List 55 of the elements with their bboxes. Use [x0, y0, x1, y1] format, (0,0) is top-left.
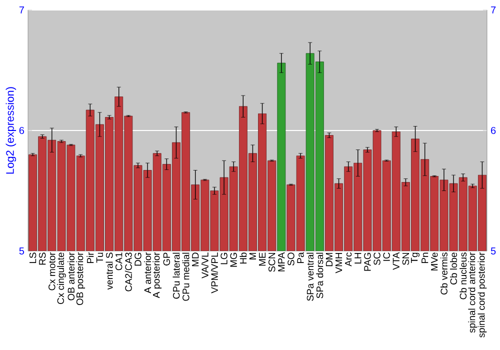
- x-tick-label: Cx motor: [48, 252, 56, 290]
- x-tick-label: Cb vermis: [440, 252, 448, 294]
- x-tick-label: OB posterior: [76, 252, 86, 306]
- y-axis-title: Log2 (expression): [6, 87, 16, 174]
- y2-tick-label: 5: [490, 247, 496, 254]
- x-tick-label: Tg: [411, 252, 420, 264]
- x-tick-label: GP: [163, 252, 170, 266]
- x-tick-label: SO: [288, 252, 294, 266]
- x-tick-label: Cx cingulate: [57, 252, 66, 304]
- x-tick-label: CA2/CA3: [124, 252, 132, 292]
- x-tick-label: SC: [374, 252, 380, 265]
- x-tick-label: A anterior: [144, 252, 152, 294]
- x-tick-label: SPa ventral: [306, 252, 314, 301]
- y2-tick-label: 7: [491, 6, 496, 14]
- x-tick-label: Arc: [345, 252, 352, 266]
- x-tick-label: VPM/VPL: [210, 252, 218, 294]
- x-tick-label: Cb lobe: [450, 252, 458, 284]
- x-tick-label: M: [249, 252, 256, 260]
- x-tick-label: VTA: [392, 252, 400, 270]
- x-tick-label: IC: [383, 252, 390, 261]
- x-tick-label: DG: [134, 252, 142, 266]
- x-tick-label: LS: [29, 252, 36, 264]
- x-tick-label: LH: [354, 252, 362, 264]
- x-tick-label: spinal cord posterior: [478, 252, 487, 338]
- x-tick-label: VA/VL: [201, 252, 208, 278]
- x-tick-label: LG: [220, 252, 228, 264]
- x-tick-label: MPA: [278, 252, 285, 272]
- x-tick-label: Pir: [86, 252, 94, 264]
- x-tick-label: SCN: [268, 252, 276, 272]
- x-tick-label: A posterior: [152, 252, 162, 298]
- x-tick-label: CA1: [115, 252, 122, 270]
- y-tick-label: 5: [19, 247, 24, 254]
- x-tick-label: MD: [192, 252, 199, 266]
- x-tick-label: SN: [402, 252, 410, 265]
- x-tick-label: CPu medial: [182, 252, 190, 301]
- y2-tick-label: 6: [491, 126, 496, 134]
- x-tick-label: Hb: [240, 252, 247, 264]
- x-tick-label: PAG: [364, 252, 371, 271]
- y-tick-label: 7: [19, 6, 24, 14]
- x-tick-label: Pa: [297, 252, 304, 264]
- x-tick-label: MG: [230, 252, 237, 267]
- x-tick-label: CPu lateral: [172, 252, 180, 299]
- x-tick-label: VMH: [336, 252, 342, 274]
- x-tick-label: DM: [326, 252, 332, 266]
- x-tick-label: SPa dorsal: [316, 252, 324, 298]
- x-tick-label: spinal cord anterior: [468, 252, 478, 333]
- x-tick-label: OB anterior: [68, 252, 75, 300]
- x-tick-label: ventral S: [106, 252, 113, 290]
- x-tick-label: Cb nucleus: [460, 252, 467, 300]
- x-tick-label: Tu: [96, 252, 104, 263]
- x-tick-label: ME: [259, 252, 266, 266]
- x-tick-label: Pn: [422, 252, 428, 264]
- x-tick-label: RS: [38, 252, 46, 265]
- y-tick-label: 6: [19, 126, 24, 134]
- x-tick-label: MVe: [431, 252, 438, 270]
